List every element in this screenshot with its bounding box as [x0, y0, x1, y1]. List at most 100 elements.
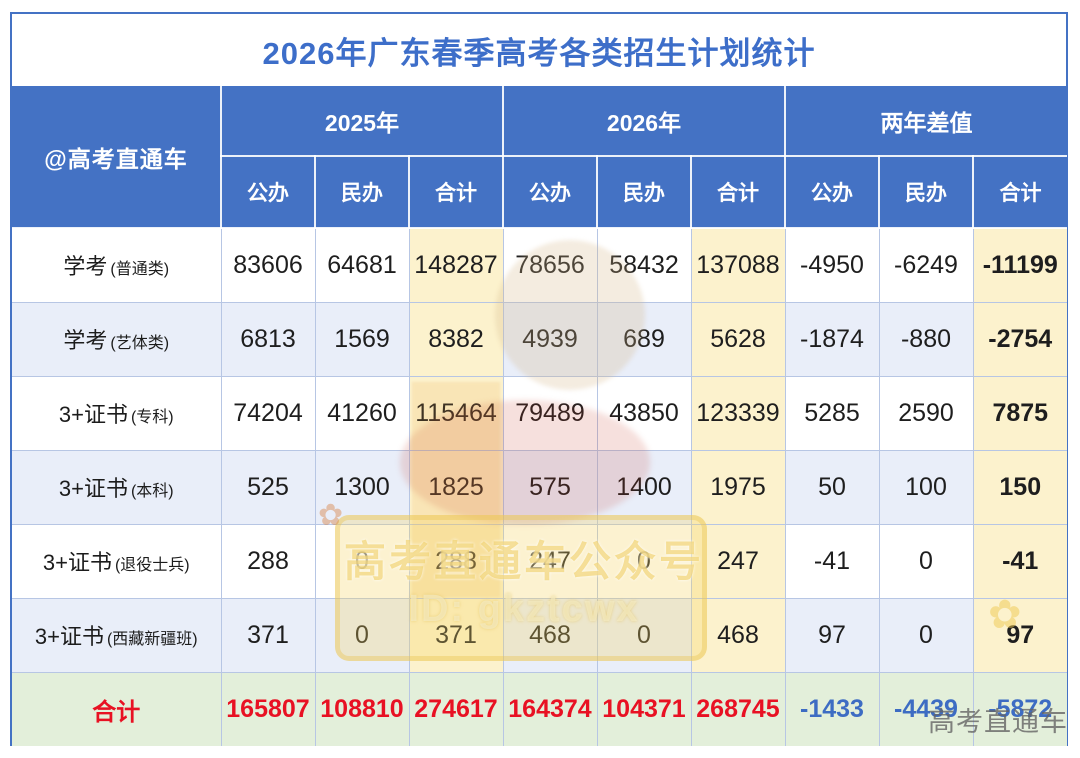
value-cell: 97: [784, 597, 880, 673]
value-cell: -880: [878, 301, 974, 377]
table-row: 3+证书 (专科) 74204 41260 115464 79489 43850 …: [12, 375, 1067, 451]
row-label: 3+证书: [58, 476, 128, 501]
value-cell: 371: [408, 597, 504, 673]
value-cell: -41: [784, 523, 880, 599]
value-cell: -41: [972, 523, 1067, 599]
subheader-cell: 民办: [314, 155, 410, 229]
corner-brand-label: @高考直通车: [12, 86, 222, 229]
row-label-cell: 3+证书 (专科): [12, 375, 222, 451]
value-cell: 78656: [502, 227, 598, 303]
value-cell: 64681: [314, 227, 410, 303]
value-cell: 58432: [596, 227, 692, 303]
subheader-cell: 合计: [408, 155, 504, 229]
value-cell: 43850: [596, 375, 692, 451]
total-cell: -4439: [878, 671, 974, 746]
row-sub-label: (艺体类): [110, 335, 170, 352]
subheader-cell: 民办: [596, 155, 692, 229]
subheader-cell: 公办: [221, 155, 316, 229]
value-cell: -2754: [972, 301, 1067, 377]
value-cell: 0: [596, 597, 692, 673]
value-cell: 247: [502, 523, 598, 599]
header-sub-row: 公办 民办 合计 公办 民办 合计 公办 民办 合计: [12, 155, 1067, 229]
value-cell: 288: [220, 523, 316, 599]
value-cell: 137088: [690, 227, 786, 303]
value-cell: 0: [596, 523, 692, 599]
value-cell: 0: [878, 523, 974, 599]
value-cell: 1300: [314, 449, 410, 525]
row-sub-label: (普通类): [110, 261, 170, 279]
value-cell: 525: [220, 449, 316, 525]
total-row: 合计 165807 108810 274617 164374 104371 26…: [12, 671, 1067, 746]
value-cell: 0: [314, 523, 410, 599]
value-cell: 100: [878, 449, 974, 525]
value-cell: -11199: [972, 227, 1067, 303]
value-cell: 4939: [502, 301, 598, 377]
total-label: 合计: [12, 671, 222, 746]
total-cell: 108810: [314, 671, 410, 746]
value-cell: 97: [972, 597, 1067, 673]
total-cell: 165807: [220, 671, 316, 746]
value-cell: 83606: [220, 227, 316, 303]
value-cell: 148287: [408, 227, 504, 303]
total-cell: 268745: [690, 671, 786, 746]
table-row: 学考 (艺体类) 6813 1569 8382 4939 689 5628 -18…: [12, 301, 1067, 377]
total-cell: -1433: [784, 671, 880, 746]
value-cell: 41260: [314, 375, 410, 451]
table-row: 学考 (普通类) 83606 64681 148287 78656 58432 1…: [12, 227, 1067, 303]
value-cell: 1400: [596, 449, 692, 525]
row-label: 3+证书: [34, 624, 104, 649]
value-cell: 79489: [502, 375, 598, 451]
value-cell: 1569: [314, 301, 410, 377]
row-sub-label: (退役士兵): [114, 557, 190, 574]
row-label-cell: 3+证书 (西藏新疆班): [12, 597, 222, 673]
value-cell: 6813: [220, 301, 316, 377]
row-label-cell: 3+证书 (退役士兵): [12, 523, 222, 599]
value-cell: 123339: [690, 375, 786, 451]
value-cell: 50: [784, 449, 880, 525]
value-cell: 468: [502, 597, 598, 673]
row-label: 3+证书: [42, 550, 112, 575]
subheader-cell: 民办: [878, 155, 974, 229]
total-cell: 104371: [596, 671, 692, 746]
value-cell: 1825: [408, 449, 504, 525]
value-cell: 371: [220, 597, 316, 673]
subheader-cell: 合计: [972, 155, 1067, 229]
row-label: 学考: [63, 328, 108, 353]
value-cell: 2590: [878, 375, 974, 451]
value-cell: -1874: [784, 301, 880, 377]
value-cell: 247: [690, 523, 786, 599]
value-cell: 689: [596, 301, 692, 377]
table-row: 3+证书 (本科) 525 1300 1825 575 1400 1975 50 …: [12, 449, 1067, 525]
value-cell: 7875: [972, 375, 1067, 451]
subheader-cell: 公办: [784, 155, 880, 229]
subheader-cell: 公办: [502, 155, 598, 229]
value-cell: 74204: [220, 375, 316, 451]
value-cell: 115464: [408, 375, 504, 451]
total-cell: 164374: [502, 671, 598, 746]
table-row: 3+证书 (退役士兵) 288 0 288 247 0 247 -41 0 -41: [12, 523, 1067, 599]
subheader-cell: 合计: [690, 155, 786, 229]
header-group-row: @高考直通车 2025年 2026年 两年差值: [12, 86, 1067, 229]
col-group-2026: 2026年: [502, 86, 786, 157]
value-cell: 5628: [690, 301, 786, 377]
value-cell: 575: [502, 449, 598, 525]
stats-table: 2026年广东春季高考各类招生计划统计 @高考直通车 2025年 2026年 两…: [10, 12, 1068, 746]
row-label-cell: 学考 (普通类): [12, 227, 222, 303]
value-cell: 150: [972, 449, 1067, 525]
value-cell: -6249: [878, 227, 974, 303]
row-sub-label: (西藏新疆班): [106, 631, 198, 648]
value-cell: 288: [408, 523, 504, 599]
row-sub-label: (本科): [130, 483, 174, 500]
col-group-diff: 两年差值: [784, 86, 1067, 157]
value-cell: 8382: [408, 301, 504, 377]
table-row: 3+证书 (西藏新疆班) 371 0 371 468 0 468 97 0 97: [12, 597, 1067, 673]
row-label-cell: 3+证书 (本科): [12, 449, 222, 525]
col-group-2025: 2025年: [220, 86, 504, 157]
value-cell: 5285: [784, 375, 880, 451]
total-cell: 274617: [408, 671, 504, 746]
row-label-cell: 学考 (艺体类): [12, 301, 222, 377]
value-cell: 468: [690, 597, 786, 673]
row-sub-label: (专科): [130, 409, 174, 426]
value-cell: 0: [878, 597, 974, 673]
row-label: 3+证书: [58, 402, 128, 427]
